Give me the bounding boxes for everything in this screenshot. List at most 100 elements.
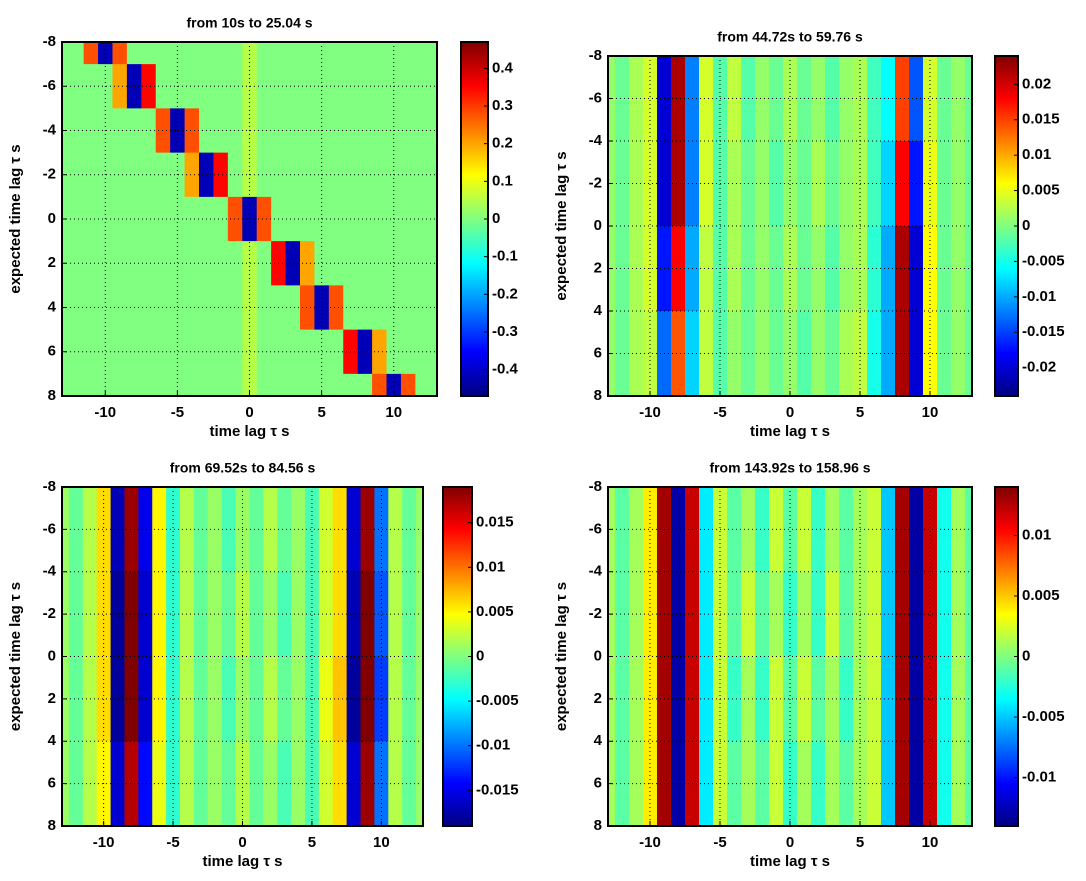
heatmap-cell	[386, 196, 402, 242]
heatmap-cell	[895, 226, 910, 312]
heatmap-cell	[671, 656, 686, 742]
heatmap-cell	[221, 656, 237, 742]
heatmap-cell	[839, 656, 854, 742]
heatmap-cell	[138, 741, 153, 826]
heatmap-cell	[155, 241, 171, 286]
colorbar-tick-label: 0.4	[492, 59, 514, 76]
colorbar-tick-label: 0.005	[1022, 587, 1060, 604]
colorbar-tick-label: -0.015	[476, 781, 519, 798]
heatmap-cell	[124, 487, 139, 573]
heatmap-cell	[170, 285, 186, 331]
heatmap-cell	[152, 656, 167, 742]
heatmap-cell	[285, 42, 301, 65]
heatmap-cell	[374, 571, 389, 657]
heatmap-cell	[923, 311, 938, 396]
heatmap-cell	[811, 656, 826, 742]
chart-title: from 44.72s to 59.76 s	[717, 29, 863, 45]
x-tick-label: 0	[238, 834, 246, 851]
y-tick-label: 6	[594, 344, 602, 361]
heatmap-cell	[221, 741, 237, 826]
heatmap-cell	[727, 741, 742, 826]
colorbar-tick-label: -0.015	[1022, 323, 1065, 340]
heatmap-cell	[314, 42, 330, 65]
y-tick-label: -8	[589, 47, 602, 64]
heatmap-cell	[152, 487, 167, 573]
colorbar-tick-label: 0	[1022, 647, 1030, 664]
x-axis-label: time lag τ s	[209, 423, 289, 440]
heatmap-cell	[615, 571, 630, 657]
y-tick-label: 0	[48, 647, 56, 664]
heatmap-cell	[213, 241, 229, 286]
x-axis-label: time lag τ s	[750, 423, 830, 440]
heatmap-cell	[895, 56, 910, 142]
heatmap-cell	[357, 241, 373, 286]
heatmap-cell	[141, 329, 157, 375]
heatmap-cell	[402, 741, 417, 826]
heatmap-cell	[357, 329, 373, 375]
y-tick-label: 8	[48, 817, 56, 834]
heatmap-cell	[83, 108, 99, 154]
y-tick-label: 0	[48, 210, 56, 227]
x-tick-label: 5	[317, 404, 325, 421]
heatmap-cell	[69, 329, 85, 375]
heatmap-cell	[299, 196, 315, 242]
heatmap-cell	[304, 487, 320, 573]
heatmap-cell	[332, 571, 348, 657]
heatmap-cell	[346, 741, 362, 826]
heatmap-cell	[343, 42, 359, 65]
heatmap-cell	[357, 42, 373, 65]
axes-frame	[607, 486, 973, 827]
heatmap-cell	[124, 656, 139, 742]
heatmap-cell	[643, 487, 658, 573]
heatmap-cell	[415, 373, 431, 396]
heatmap-cell	[429, 64, 437, 109]
heatmap-cell	[68, 741, 84, 826]
heatmap-cell	[811, 226, 826, 312]
heatmap-cell	[184, 196, 200, 242]
heatmap-cell	[727, 56, 742, 142]
heatmap-cell	[193, 571, 209, 657]
heatmap-cell	[615, 741, 630, 826]
heatmap-cell	[184, 152, 200, 198]
heatmap-cell	[227, 152, 243, 198]
heatmap-cell	[951, 311, 966, 396]
heatmap-cell	[328, 241, 344, 286]
heatmap-cell	[138, 487, 153, 573]
heatmap-cell	[98, 42, 113, 65]
heatmap-cell	[256, 42, 272, 65]
x-tick-label: -10	[94, 404, 116, 421]
y-tick-label: -6	[43, 77, 56, 94]
heatmap-cell	[615, 311, 630, 396]
heatmap-cell	[388, 571, 403, 657]
heatmap-cell	[285, 373, 301, 396]
x-tick-label: 10	[373, 834, 390, 851]
colorbar-tick-label: -0.01	[1022, 769, 1056, 786]
heatmap-cell	[328, 373, 344, 396]
heatmap-cell	[755, 226, 770, 312]
heatmap-cell	[299, 241, 315, 286]
colorbar-tick-label: 0.01	[1022, 146, 1051, 163]
heatmap-cell	[867, 226, 882, 312]
heatmap-cell	[227, 241, 243, 286]
colorbar-tick-label: -0.005	[1022, 252, 1065, 269]
colorbar-tick-label: 0.1	[492, 172, 513, 189]
heatmap-cell	[314, 241, 330, 286]
y-tick-label: 8	[594, 387, 602, 404]
heatmap-cell	[755, 141, 770, 227]
heatmap-cell	[895, 311, 910, 396]
heatmap-cell	[839, 141, 854, 227]
heatmap-cell	[372, 373, 388, 396]
chart-title: from 10s to 25.04 s	[186, 15, 312, 31]
heatmap-cell	[951, 487, 966, 573]
heatmap-cell	[285, 329, 301, 375]
colorbar-tick-label: 0	[492, 210, 500, 227]
heatmap-cell	[372, 42, 388, 65]
heatmap-cell	[166, 571, 181, 657]
heatmap-cell	[112, 42, 128, 65]
x-tick-label: -10	[639, 404, 661, 421]
heatmap-cell	[112, 64, 128, 109]
heatmap-cell	[227, 196, 243, 242]
heatmap-cell	[755, 656, 770, 742]
heatmap-cell	[671, 226, 686, 312]
heatmap-cell	[783, 571, 798, 657]
